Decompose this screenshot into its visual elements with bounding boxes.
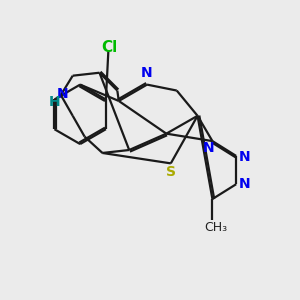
Text: N: N [56, 86, 68, 100]
Text: N: N [141, 66, 153, 80]
Text: CH₃: CH₃ [204, 221, 227, 234]
Text: N: N [203, 141, 215, 154]
Text: N: N [239, 177, 250, 191]
Text: N: N [239, 149, 250, 164]
Text: Cl: Cl [102, 40, 118, 55]
Text: H: H [49, 95, 61, 110]
Text: S: S [166, 165, 176, 179]
